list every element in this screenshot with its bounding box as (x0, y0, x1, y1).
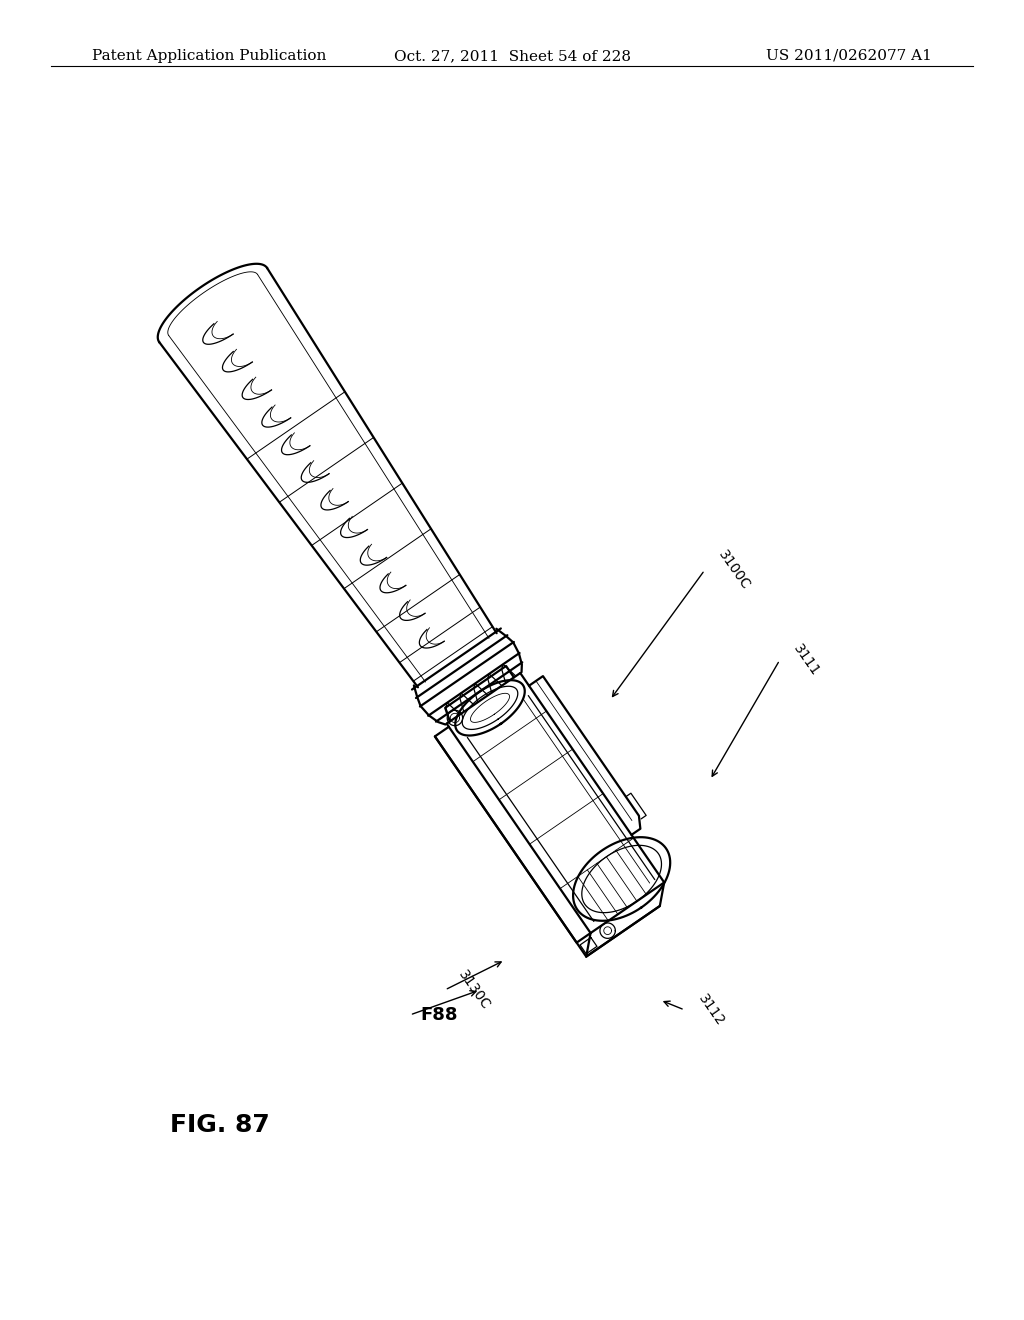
Text: 3112: 3112 (695, 991, 727, 1028)
Text: Oct. 27, 2011  Sheet 54 of 228: Oct. 27, 2011 Sheet 54 of 228 (393, 49, 631, 63)
Text: FIG. 87: FIG. 87 (170, 1113, 270, 1137)
Text: F88: F88 (420, 1006, 458, 1024)
Text: Patent Application Publication: Patent Application Publication (92, 49, 327, 63)
Text: 3111: 3111 (790, 642, 821, 678)
Text: 3100C: 3100C (715, 548, 753, 593)
Text: US 2011/0262077 A1: US 2011/0262077 A1 (766, 49, 932, 63)
Text: 3130C: 3130C (455, 968, 493, 1012)
